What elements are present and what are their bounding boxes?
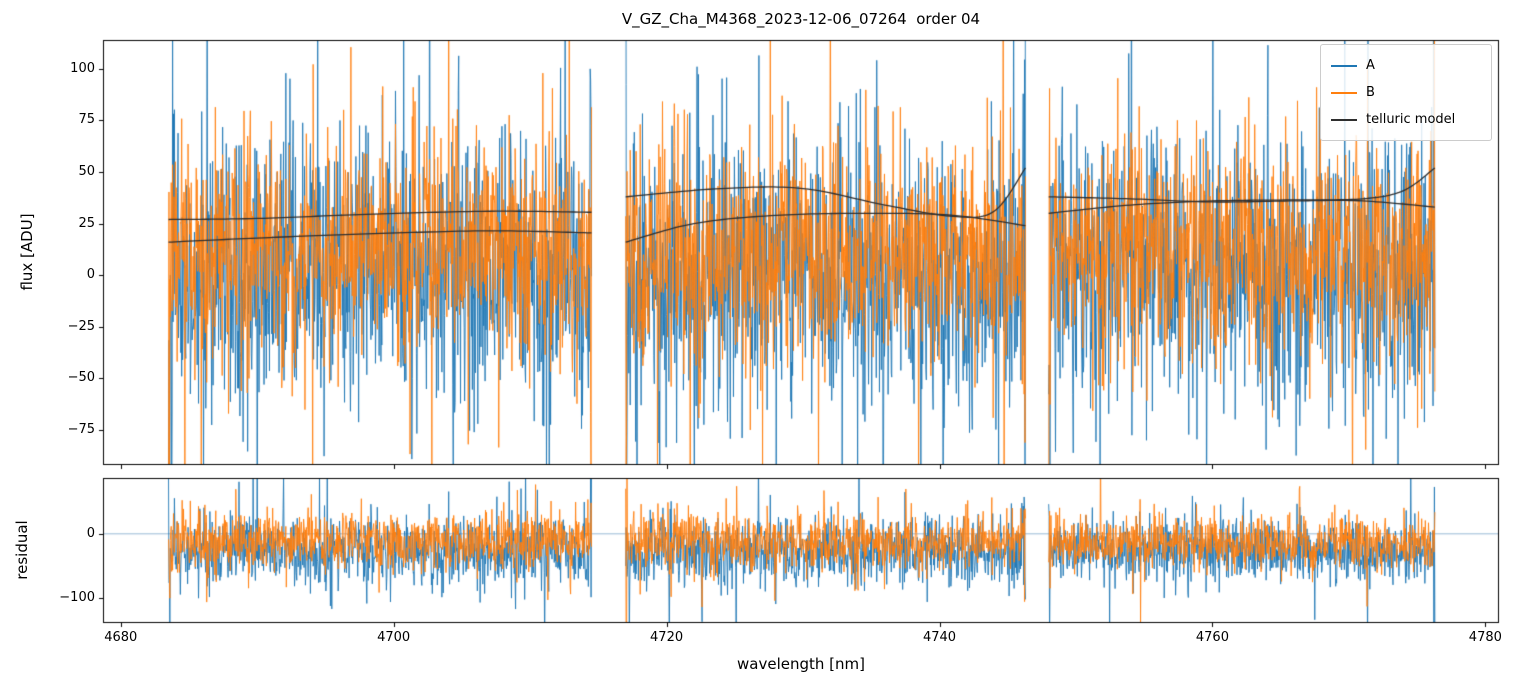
legend-label: A [1366, 58, 1375, 73]
x-tick-label: 4680 [104, 630, 138, 645]
x-tick-label: 4740 [922, 630, 957, 645]
residual-y-tick-label: 0 [86, 525, 95, 541]
x-tick-label: 4780 [1468, 630, 1502, 645]
flux-y-tick-label: −25 [67, 318, 95, 334]
x-axis-label: wavelength [nm] [737, 655, 865, 673]
legend-line-swatch [1331, 118, 1357, 121]
legend-label: telluric model [1366, 112, 1456, 127]
x-tick-label: 4720 [650, 630, 684, 645]
flux-y-tick-label: 0 [86, 267, 95, 283]
residual-y-tick-label: −100 [59, 589, 95, 605]
flux-y-tick-label: 75 [78, 112, 95, 128]
legend-label: B [1366, 85, 1375, 100]
legend-entry: B [1331, 79, 1481, 106]
flux-y-tick-label: 50 [78, 164, 95, 180]
x-tick-label: 4760 [1195, 630, 1229, 645]
legend-line-swatch [1331, 64, 1357, 67]
flux-y-tick-label: 25 [78, 215, 95, 231]
chart-title: V_GZ_Cha_M4368_2023-12-06_07264 order 04 [621, 10, 981, 28]
flux-y-tick-label: −75 [67, 421, 95, 437]
legend-line-swatch [1331, 91, 1357, 94]
legend-entry: A [1331, 52, 1481, 79]
x-tick-label: 4700 [377, 630, 411, 645]
flux-y-tick-label: −50 [67, 370, 95, 386]
flux-y-tick-label: 100 [70, 60, 95, 76]
legend-entry: telluric model [1331, 106, 1481, 133]
